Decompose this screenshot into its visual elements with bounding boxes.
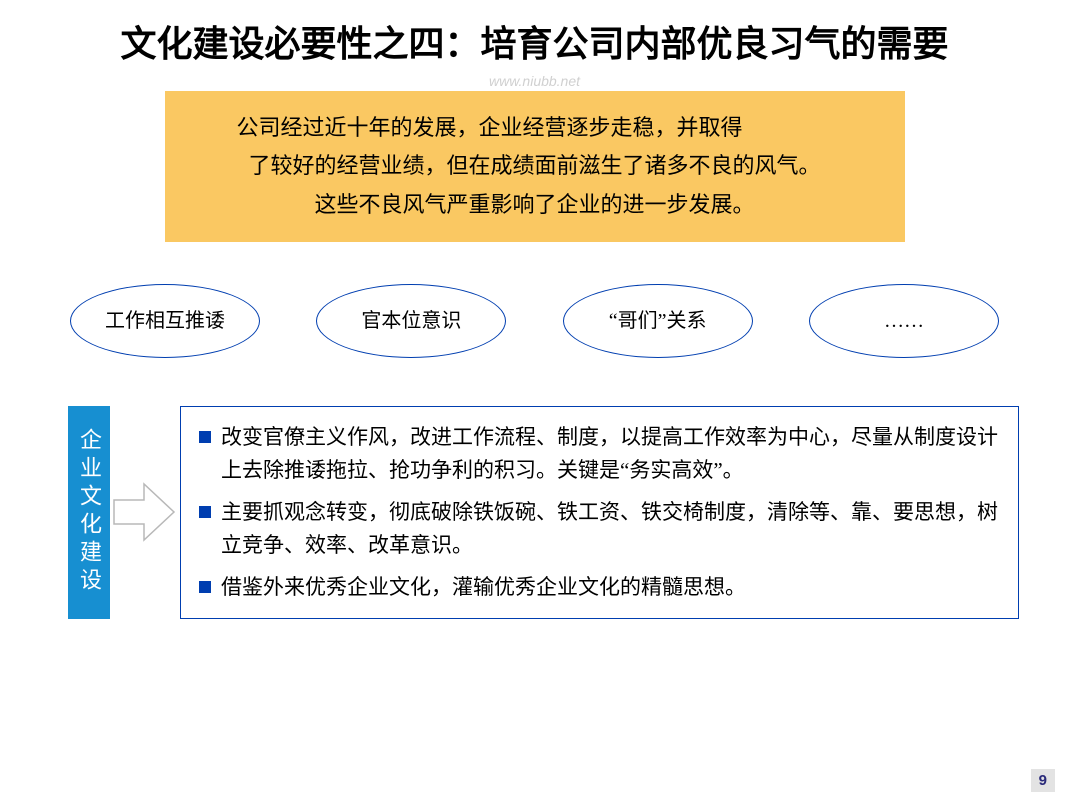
watermark-text: www.niubb.net — [0, 73, 1069, 89]
intro-line-3: 这些不良风气严重影响了企业的进一步发展。 — [193, 186, 877, 225]
square-marker-icon — [199, 431, 211, 443]
content-box: 改变官僚主义作风，改进工作流程、制度，以提高工作效率为中心，尽量从制度设计上去除… — [180, 406, 1019, 619]
intro-line-2: 了较好的经营业绩，但在成绩面前滋生了诸多不良的风气。 — [193, 147, 877, 186]
bullet-item-3: 借鉴外来优秀企业文化，灌输优秀企业文化的精髓思想。 — [199, 571, 1000, 604]
ovals-row: 工作相互推诿 官本位意识 “哥们”关系 …… — [0, 284, 1069, 358]
bullet-item-2: 主要抓观念转变，彻底破除铁饭碗、铁工资、铁交椅制度，清除等、靠、要思想，树立竞争… — [199, 496, 1000, 561]
vertical-label: 企业文化建设 — [68, 406, 110, 619]
bottom-section: 企业文化建设 改变官僚主义作风，改进工作流程、制度，以提高工作效率为中心，尽量从… — [0, 406, 1069, 619]
square-marker-icon — [199, 506, 211, 518]
intro-line-1: 公司经过近十年的发展，企业经营逐步走稳，并取得 — [193, 109, 877, 148]
oval-item-1: 工作相互推诿 — [70, 284, 260, 358]
slide-title: 文化建设必要性之四：培育公司内部优良习气的需要 — [0, 0, 1069, 79]
intro-box: 公司经过近十年的发展，企业经营逐步走稳，并取得 了较好的经营业绩，但在成绩面前滋… — [165, 91, 905, 243]
oval-item-2: 官本位意识 — [316, 284, 506, 358]
arrow-icon — [110, 406, 180, 619]
oval-item-4: …… — [809, 284, 999, 358]
square-marker-icon — [199, 581, 211, 593]
bullet-text-2: 主要抓观念转变，彻底破除铁饭碗、铁工资、铁交椅制度，清除等、靠、要思想，树立竞争… — [221, 496, 1000, 561]
bullet-text-1: 改变官僚主义作风，改进工作流程、制度，以提高工作效率为中心，尽量从制度设计上去除… — [221, 421, 1000, 486]
bullet-item-1: 改变官僚主义作风，改进工作流程、制度，以提高工作效率为中心，尽量从制度设计上去除… — [199, 421, 1000, 486]
oval-item-3: “哥们”关系 — [563, 284, 753, 358]
page-number: 9 — [1031, 769, 1055, 792]
bullet-text-3: 借鉴外来优秀企业文化，灌输优秀企业文化的精髓思想。 — [221, 571, 1000, 604]
